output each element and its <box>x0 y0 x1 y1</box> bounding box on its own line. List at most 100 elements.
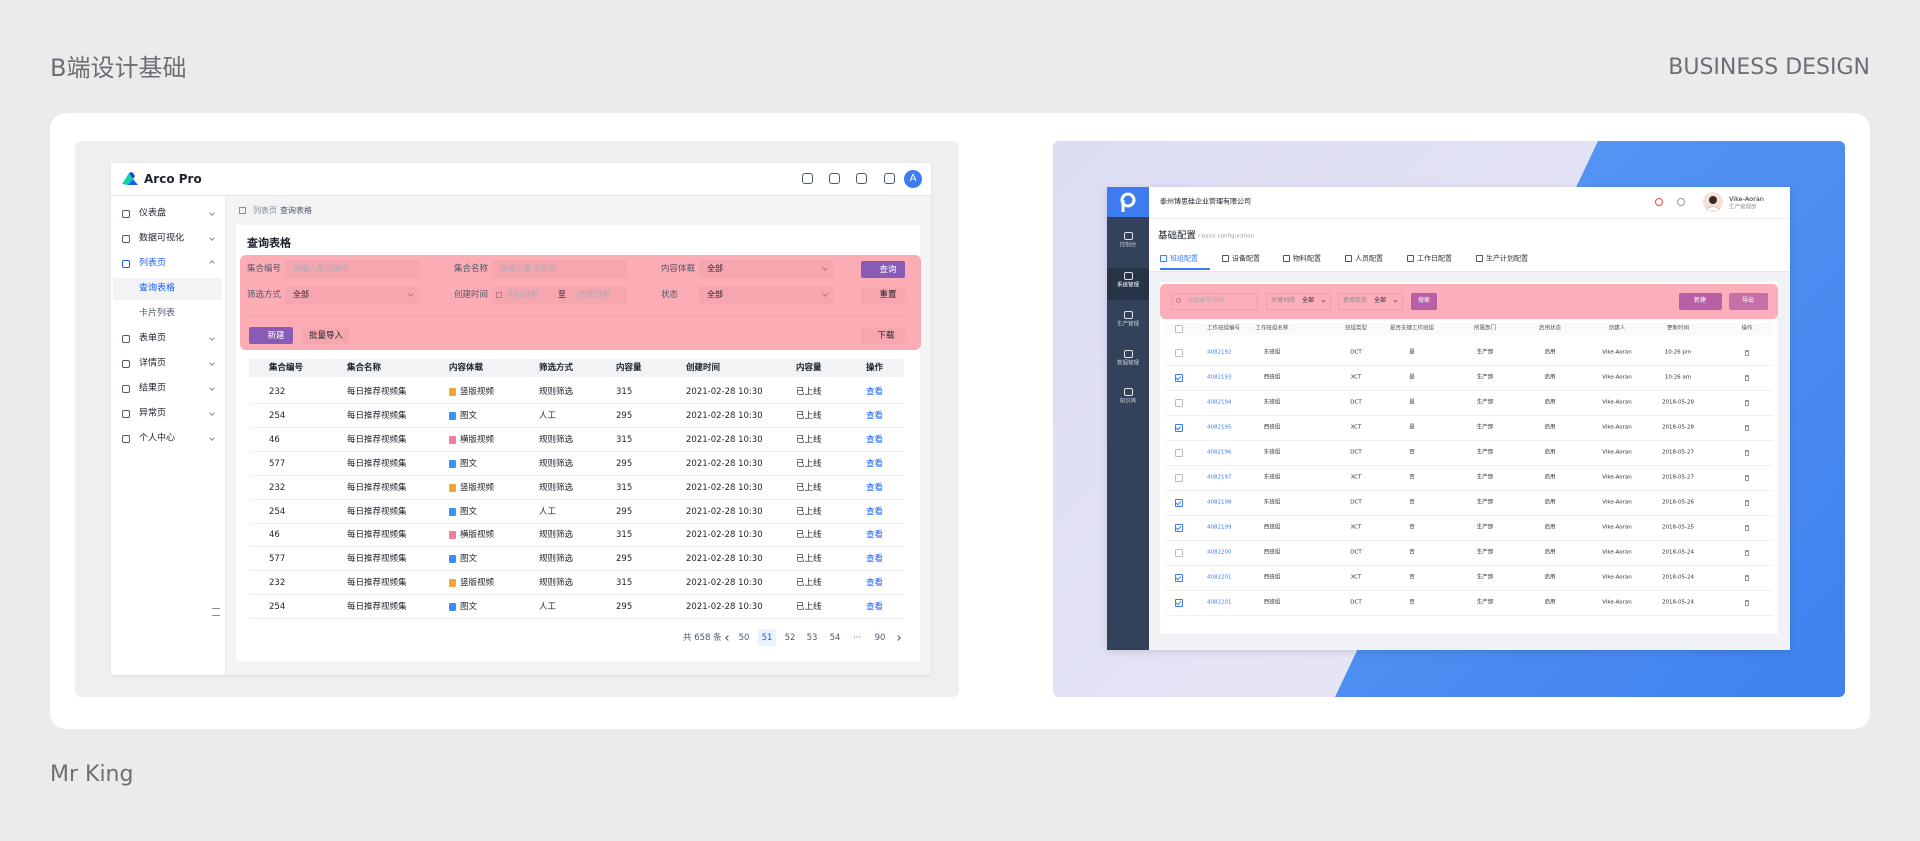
create-btn-label[interactable]: 新建 <box>267 330 285 341</box>
page-item[interactable]: 51 <box>761 632 773 643</box>
row-link[interactable]: 4082201 <box>1207 574 1232 581</box>
delete-icon[interactable] <box>1745 600 1749 606</box>
tab[interactable]: 设备配置 <box>1232 254 1260 263</box>
row-link[interactable]: 4082201 <box>1207 599 1232 606</box>
nav-item[interactable]: 数据管理 <box>1116 360 1140 367</box>
row-action[interactable]: 查看 <box>866 434 884 445</box>
delete-icon[interactable] <box>1745 450 1749 456</box>
row-action[interactable]: 查看 <box>866 386 884 397</box>
nav-item[interactable]: 生产管理 <box>1116 321 1140 328</box>
menu-item[interactable]: 详情页 <box>139 358 167 369</box>
menu-item[interactable]: 仪表盘 <box>139 208 167 219</box>
row-checkbox[interactable] <box>1175 424 1183 432</box>
row-link[interactable]: 4082196 <box>1207 449 1232 456</box>
delete-icon[interactable] <box>1745 375 1749 381</box>
delete-icon[interactable] <box>1745 350 1749 356</box>
row-action[interactable]: 查看 <box>866 601 884 612</box>
filter-value[interactable]: 全部 <box>707 264 723 273</box>
submenu-item[interactable]: 查询表格 <box>139 283 176 294</box>
row-action[interactable]: 查看 <box>866 482 884 493</box>
delete-icon[interactable] <box>1745 575 1749 581</box>
filter-value[interactable]: 全部 <box>293 290 309 299</box>
filter-value[interactable]: 请输入集合名称 <box>500 264 556 273</box>
topbar-icon[interactable] <box>884 173 895 184</box>
search-placeholder[interactable]: 班组编号/名称 <box>1187 297 1226 304</box>
nav-item[interactable]: 系统管理 <box>1116 282 1140 289</box>
row-checkbox[interactable] <box>1175 499 1183 507</box>
row-link[interactable]: 4082195 <box>1207 424 1232 431</box>
delete-icon[interactable] <box>1745 525 1749 531</box>
help-icon[interactable] <box>1677 198 1685 206</box>
download-btn-label[interactable]: 下载 <box>877 330 895 341</box>
row-checkbox[interactable] <box>1175 599 1183 607</box>
row-checkbox[interactable] <box>1175 374 1183 382</box>
row-link[interactable]: 4082192 <box>1207 349 1232 356</box>
delete-icon[interactable] <box>1745 550 1749 556</box>
menu-item[interactable]: 数据可视化 <box>139 233 185 244</box>
row-link[interactable]: 4082199 <box>1207 524 1232 531</box>
nav-item[interactable]: 知识库 <box>1119 398 1137 405</box>
row-action[interactable]: 查看 <box>866 410 884 421</box>
row-checkbox[interactable] <box>1175 399 1183 407</box>
menu-item[interactable]: 表单页 <box>139 333 167 344</box>
export-btn-label[interactable]: 导出 <box>1741 297 1755 304</box>
avatar-bg[interactable] <box>904 170 922 188</box>
user-avatar[interactable] <box>1701 190 1725 214</box>
row-checkbox[interactable] <box>1175 549 1183 557</box>
row-link[interactable]: 4082197 <box>1207 474 1232 481</box>
topbar-icon[interactable] <box>829 173 840 184</box>
query-btn-label[interactable]: 查询 <box>879 264 897 275</box>
tab[interactable]: 物料配置 <box>1293 254 1321 263</box>
row-action[interactable]: 查看 <box>866 506 884 517</box>
menu-item[interactable]: 个人中心 <box>139 433 176 444</box>
search-btn-label[interactable]: 搜索 <box>1417 297 1431 304</box>
filter-end[interactable]: 结束日期 <box>578 290 610 299</box>
row-checkbox[interactable] <box>1175 524 1183 532</box>
row-action[interactable]: 查看 <box>866 577 884 588</box>
page-item[interactable]: 52 <box>784 632 796 643</box>
breadcrumb[interactable]: 列表页 <box>253 206 277 215</box>
page-item[interactable]: 50 <box>738 632 750 643</box>
menu-item[interactable]: 异常页 <box>139 408 167 419</box>
topbar-icon[interactable] <box>856 173 867 184</box>
filter-value[interactable]: 全部 <box>707 290 723 299</box>
row-link[interactable]: 4082200 <box>1207 549 1232 556</box>
nav-item[interactable]: 控制台 <box>1119 242 1137 249</box>
avatar[interactable]: A <box>909 173 917 184</box>
filter-value[interactable]: 请输入集合编号 <box>293 264 349 273</box>
delete-icon[interactable] <box>1745 475 1749 481</box>
page-item[interactable]: 53 <box>806 632 818 643</box>
tab[interactable]: 工作日配置 <box>1417 254 1452 263</box>
row-link[interactable]: 4082198 <box>1207 499 1232 506</box>
bell-icon[interactable] <box>1655 198 1663 206</box>
tab[interactable]: 班组配置 <box>1170 254 1198 263</box>
row-link[interactable]: 4082194 <box>1207 399 1232 406</box>
import-btn-label[interactable]: 批量导入 <box>308 330 344 341</box>
page-item[interactable]: 90 <box>874 632 886 643</box>
row-action[interactable]: 查看 <box>866 530 884 541</box>
menu-item[interactable]: 结果页 <box>139 383 167 394</box>
reset-btn-label[interactable]: 重置 <box>879 289 897 300</box>
filter-value[interactable]: 开始日期 <box>506 290 538 299</box>
row-checkbox[interactable] <box>1175 449 1183 457</box>
tab[interactable]: 生产计划配置 <box>1486 254 1528 263</box>
topbar-icon[interactable] <box>802 173 813 184</box>
page-item[interactable]: ··· <box>852 632 862 643</box>
tab[interactable]: 人员配置 <box>1355 254 1383 263</box>
row-link[interactable]: 4082193 <box>1207 374 1232 381</box>
delete-icon[interactable] <box>1745 400 1749 406</box>
page-item[interactable]: 54 <box>829 632 841 643</box>
submenu-item[interactable]: 卡片列表 <box>139 308 176 319</box>
row-checkbox[interactable] <box>1175 349 1183 357</box>
delete-icon[interactable] <box>1745 500 1749 506</box>
row-action[interactable]: 查看 <box>866 554 884 565</box>
collapse-icon[interactable] <box>212 608 220 616</box>
row-checkbox[interactable] <box>1175 574 1183 582</box>
menu-item[interactable]: 列表页 <box>139 258 167 269</box>
company-name[interactable]: 泰州博思硅企业管理有限公司 <box>1160 197 1251 206</box>
create-btn-label[interactable]: 新建 <box>1693 297 1707 304</box>
row-action[interactable]: 查看 <box>866 458 884 469</box>
header-checkbox[interactable] <box>1175 325 1183 333</box>
delete-icon[interactable] <box>1745 425 1749 431</box>
row-checkbox[interactable] <box>1175 474 1183 482</box>
